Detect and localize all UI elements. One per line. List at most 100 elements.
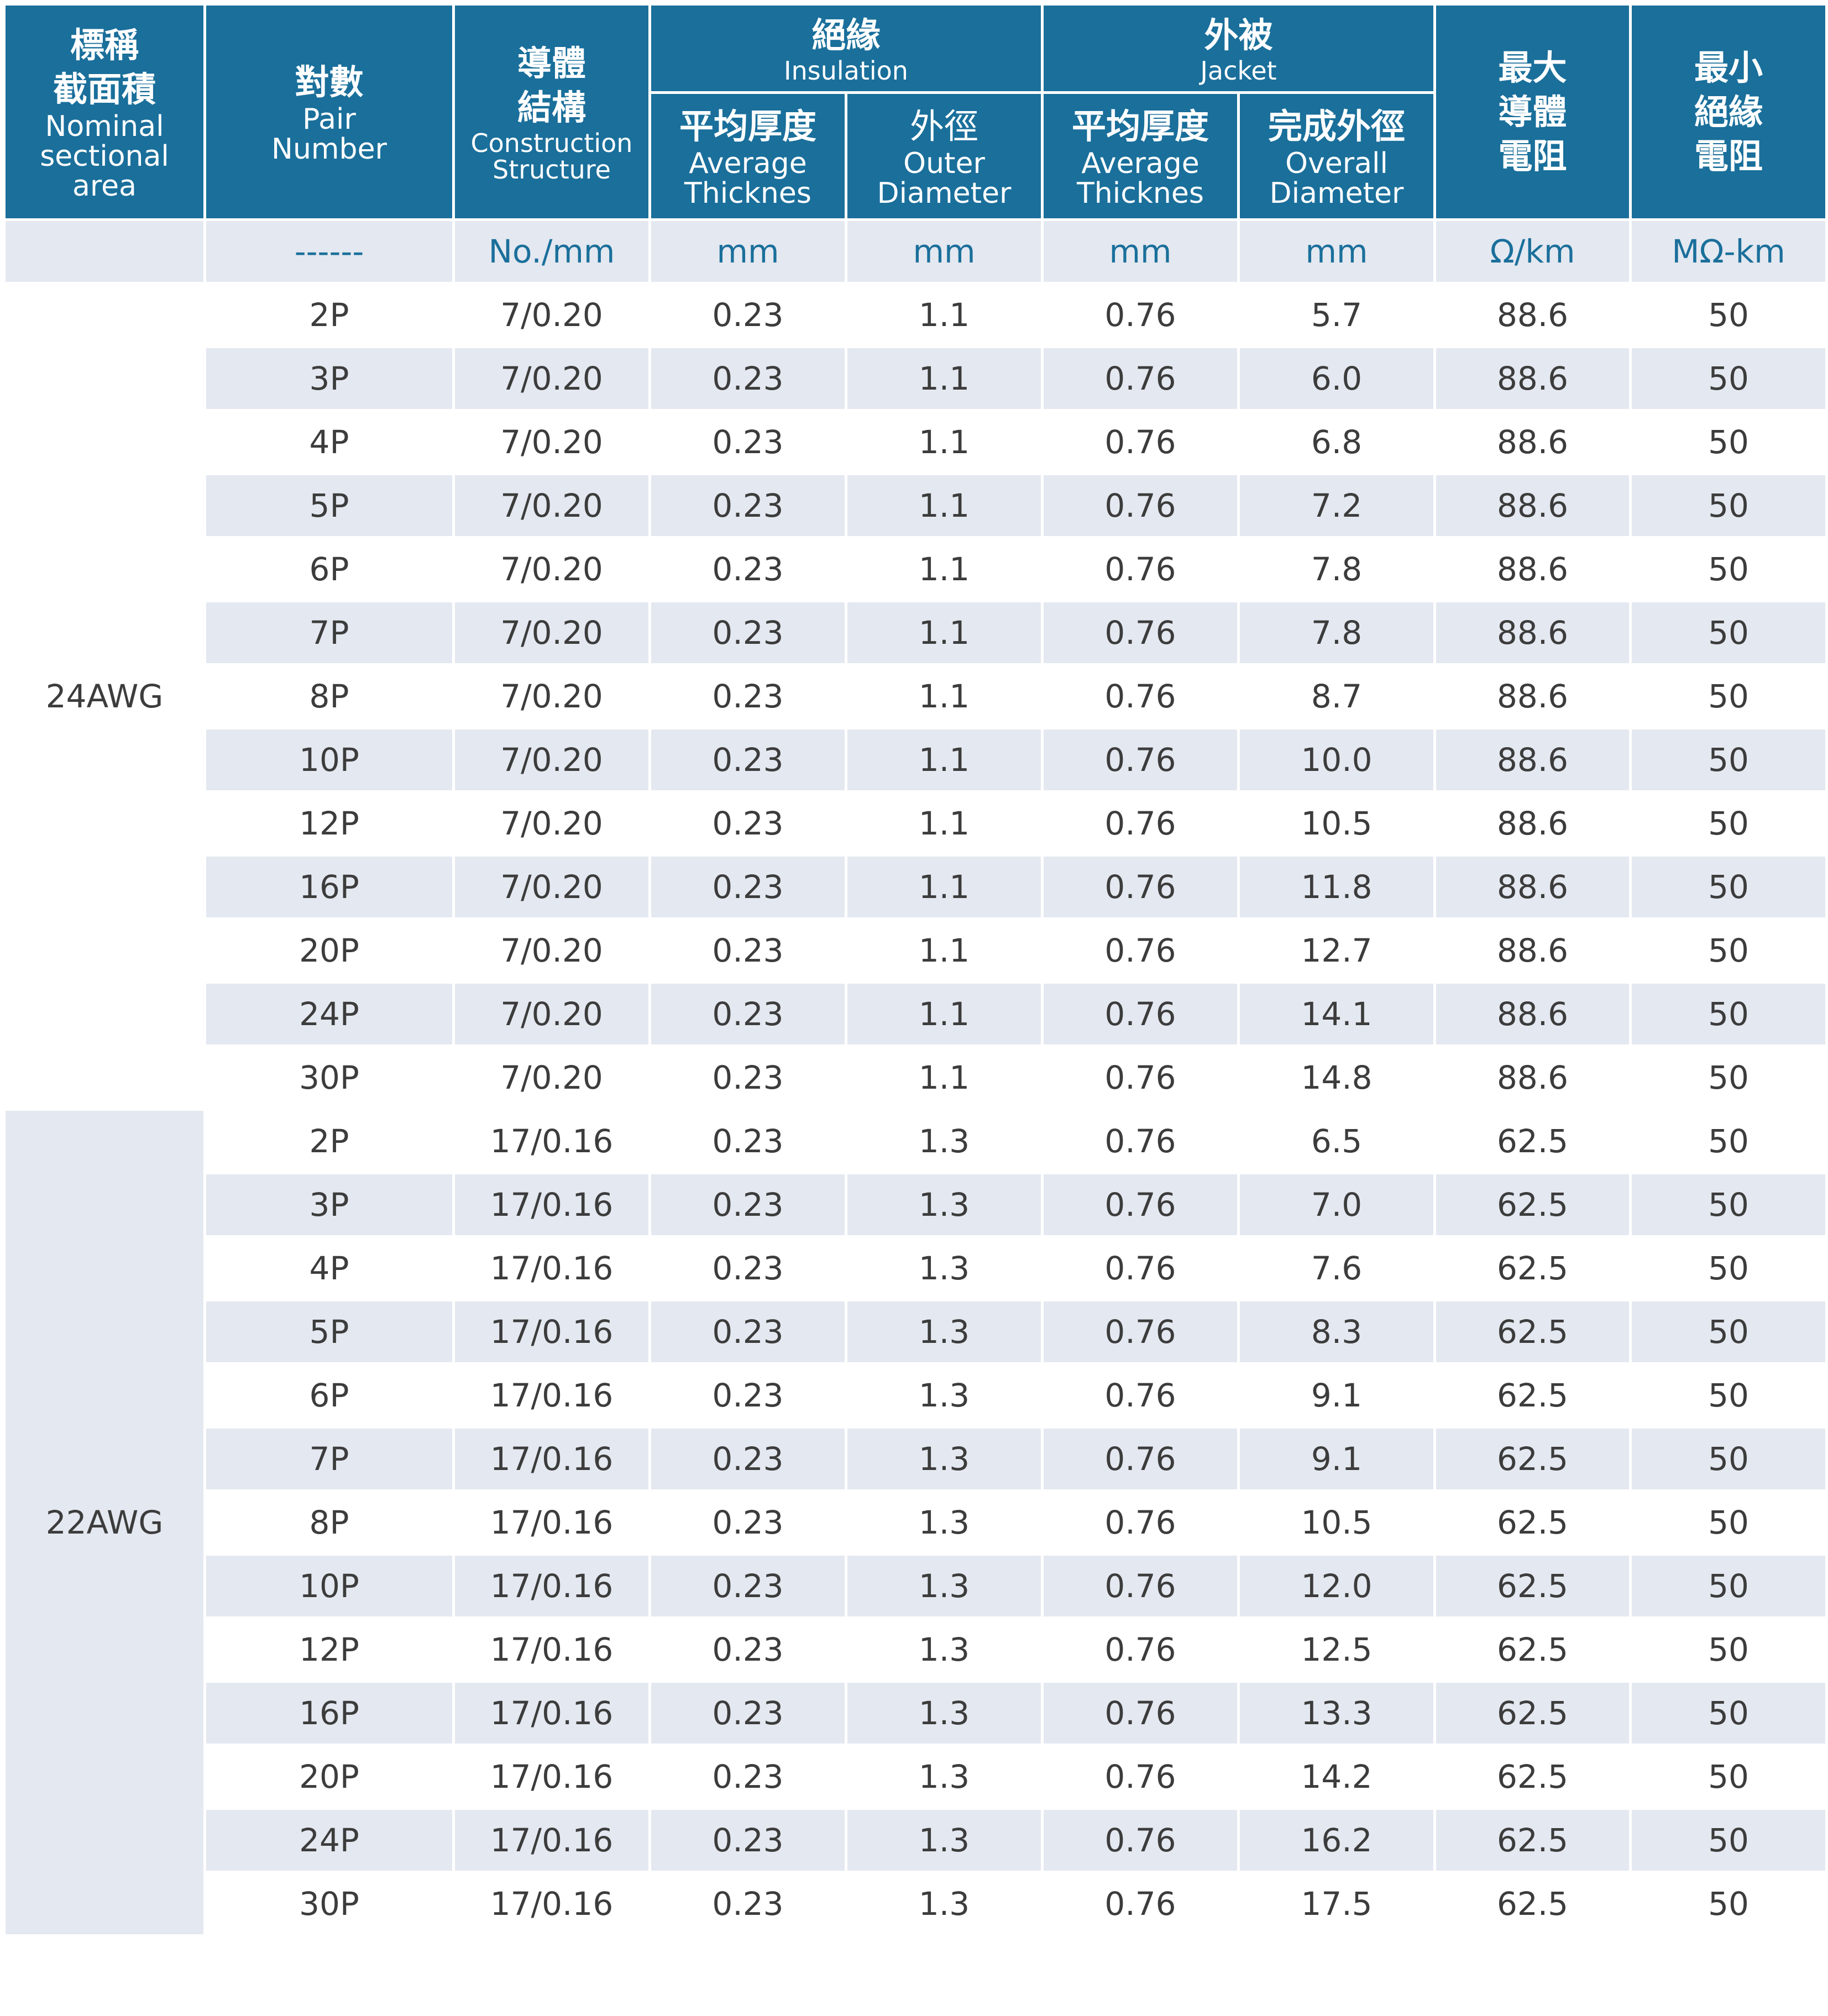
table-cell: 11.8 xyxy=(1237,854,1437,920)
table-cell: 16.2 xyxy=(1237,1807,1437,1873)
unit-cell: Ω/km xyxy=(1433,218,1632,285)
table-cell: 17/0.16 xyxy=(452,1108,651,1174)
table-cell: 88.6 xyxy=(1433,282,1632,348)
table-cell: 14.2 xyxy=(1237,1744,1437,1810)
table-cell: 10.5 xyxy=(1237,790,1437,857)
table-row: 3P 17/0.16 0.23 1.3 0.76 7.0 62.5 50 xyxy=(4,1172,1828,1238)
table-cell: 1.3 xyxy=(845,1235,1044,1301)
table-cell: 0.76 xyxy=(1041,1744,1240,1810)
header-label: 絕緣 xyxy=(811,14,881,55)
table-cell: 0.76 xyxy=(1041,854,1240,920)
table-cell: 50 xyxy=(1629,1044,1828,1111)
header-jacket-thickness: 平均厚度 Average Thicknes xyxy=(1041,91,1240,221)
table-cell: 1.1 xyxy=(845,790,1044,857)
header-pair-number: 對數 Pair Number xyxy=(203,3,455,221)
table-cell: 1.1 xyxy=(845,854,1044,920)
table-cell: 0.76 xyxy=(1041,663,1240,729)
table-cell: 0.76 xyxy=(1041,282,1240,348)
table-cell: 88.6 xyxy=(1433,727,1632,793)
header-label: 導體 xyxy=(1498,91,1567,132)
table-cell: 88.6 xyxy=(1433,981,1632,1047)
table-cell: 7/0.20 xyxy=(452,854,651,920)
header-label: Thicknes xyxy=(1077,176,1204,210)
header-label: 平均厚度 xyxy=(679,106,816,146)
table-row: 24AWG 2P 7/0.20 0.23 1.1 0.76 5.7 88.6 50 xyxy=(3,282,1828,1111)
header-label: Number xyxy=(271,132,387,166)
table-cell: 1.1 xyxy=(845,282,1044,348)
header-insulation: 絕緣 Insulation xyxy=(648,3,1044,94)
table-cell: 12.7 xyxy=(1237,917,1437,984)
table-cell: 0.76 xyxy=(1041,1807,1240,1873)
table-cell: 4P xyxy=(203,409,455,475)
header-overall-diameter: 完成外徑 Overall Diameter xyxy=(1237,91,1437,221)
table-cell: 6P xyxy=(203,1362,455,1429)
table-cell: 9.1 xyxy=(1237,1362,1437,1429)
table-cell: 1.1 xyxy=(845,473,1044,539)
table-cell: 50 xyxy=(1629,345,1828,412)
table-cell: 17/0.16 xyxy=(452,1362,651,1429)
table-cell: 17.5 xyxy=(1237,1871,1437,1937)
table-row: 8P 17/0.16 0.23 1.3 0.76 10.5 62.5 50 xyxy=(4,1489,1828,1556)
table-cell: 6.0 xyxy=(1237,345,1437,412)
table-cell: 62.5 xyxy=(1433,1426,1632,1492)
table-cell: 0.76 xyxy=(1041,917,1240,984)
header-label: 最大 xyxy=(1498,47,1567,88)
table-cell: 14.8 xyxy=(1237,1044,1437,1111)
table-cell: 50 xyxy=(1629,1680,1828,1746)
table-cell: 5P xyxy=(203,1299,455,1365)
table-cell: 50 xyxy=(1629,473,1828,539)
table-cell: 1.3 xyxy=(845,1807,1044,1873)
table-header: 標稱 截面積 Nominal sectional area 對數 Pair Nu… xyxy=(3,3,1828,221)
table-cell: 16P xyxy=(203,1680,455,1746)
table-cell: 7/0.20 xyxy=(452,790,651,857)
table-cell: 0.76 xyxy=(1041,473,1240,539)
table-cell: 2P xyxy=(203,282,455,348)
table-cell: 0.23 xyxy=(648,790,847,857)
unit-cell xyxy=(3,218,206,285)
table-cell: 7/0.20 xyxy=(452,917,651,984)
table-cell: 1.1 xyxy=(845,917,1044,984)
table-row: 3P 7/0.20 0.23 1.1 0.76 6.0 88.6 50 xyxy=(4,345,1828,412)
table-row: 24P 7/0.20 0.23 1.1 0.76 14.1 88.6 50 xyxy=(4,981,1828,1047)
table-cell: 7.2 xyxy=(1237,473,1437,539)
header-label: Structure xyxy=(493,154,611,185)
table-cell: 50 xyxy=(1629,1616,1828,1683)
unit-cell: MΩ-km xyxy=(1629,218,1828,285)
table-cell: 0.76 xyxy=(1041,536,1240,602)
header-max-resistance: 最大 導體 電阻 xyxy=(1433,3,1632,221)
header-label: Nominal xyxy=(45,109,164,143)
table-cell: 17/0.16 xyxy=(452,1426,651,1492)
header-label: 導體 xyxy=(517,43,586,83)
table-cell: 1.3 xyxy=(845,1744,1044,1810)
header-min-insulation-resistance: 最小 絕緣 電阻 xyxy=(1629,3,1828,221)
table-cell: 50 xyxy=(1629,854,1828,920)
header-label: 對數 xyxy=(295,61,364,102)
table-cell: 7/0.20 xyxy=(452,1044,651,1111)
table-cell: 7.8 xyxy=(1237,600,1437,666)
table-cell: 88.6 xyxy=(1433,1044,1632,1111)
cable-spec-table: 標稱 截面積 Nominal sectional area 對數 Pair Nu… xyxy=(3,3,1828,1937)
table-cell: 4P xyxy=(203,1235,455,1301)
table-cell: 88.6 xyxy=(1433,663,1632,729)
table-cell: 0.23 xyxy=(648,1807,847,1873)
table-cell: 50 xyxy=(1629,1871,1828,1937)
header-label: sectional xyxy=(40,139,169,173)
table-cell: 1.3 xyxy=(845,1489,1044,1556)
header-label: 標稱 xyxy=(70,24,139,65)
table-cell: 62.5 xyxy=(1433,1489,1632,1556)
table-cell: 9.1 xyxy=(1237,1426,1437,1492)
table-cell: 88.6 xyxy=(1433,536,1632,602)
table-cell: 0.23 xyxy=(648,917,847,984)
table-cell: 24P xyxy=(203,1807,455,1873)
table-cell: 1.1 xyxy=(845,345,1044,412)
table-cell: 17/0.16 xyxy=(452,1172,651,1238)
table-cell: 50 xyxy=(1629,1807,1828,1873)
table-cell: 10P xyxy=(203,1553,455,1619)
table-cell: 62.5 xyxy=(1433,1172,1632,1238)
table-cell: 0.76 xyxy=(1041,600,1240,666)
table-cell: 7/0.20 xyxy=(452,981,651,1047)
table-cell: 10.5 xyxy=(1237,1489,1437,1556)
table-cell: 12P xyxy=(203,1616,455,1683)
table-cell: 0.76 xyxy=(1041,727,1240,793)
table-cell: 0.23 xyxy=(648,1871,847,1937)
